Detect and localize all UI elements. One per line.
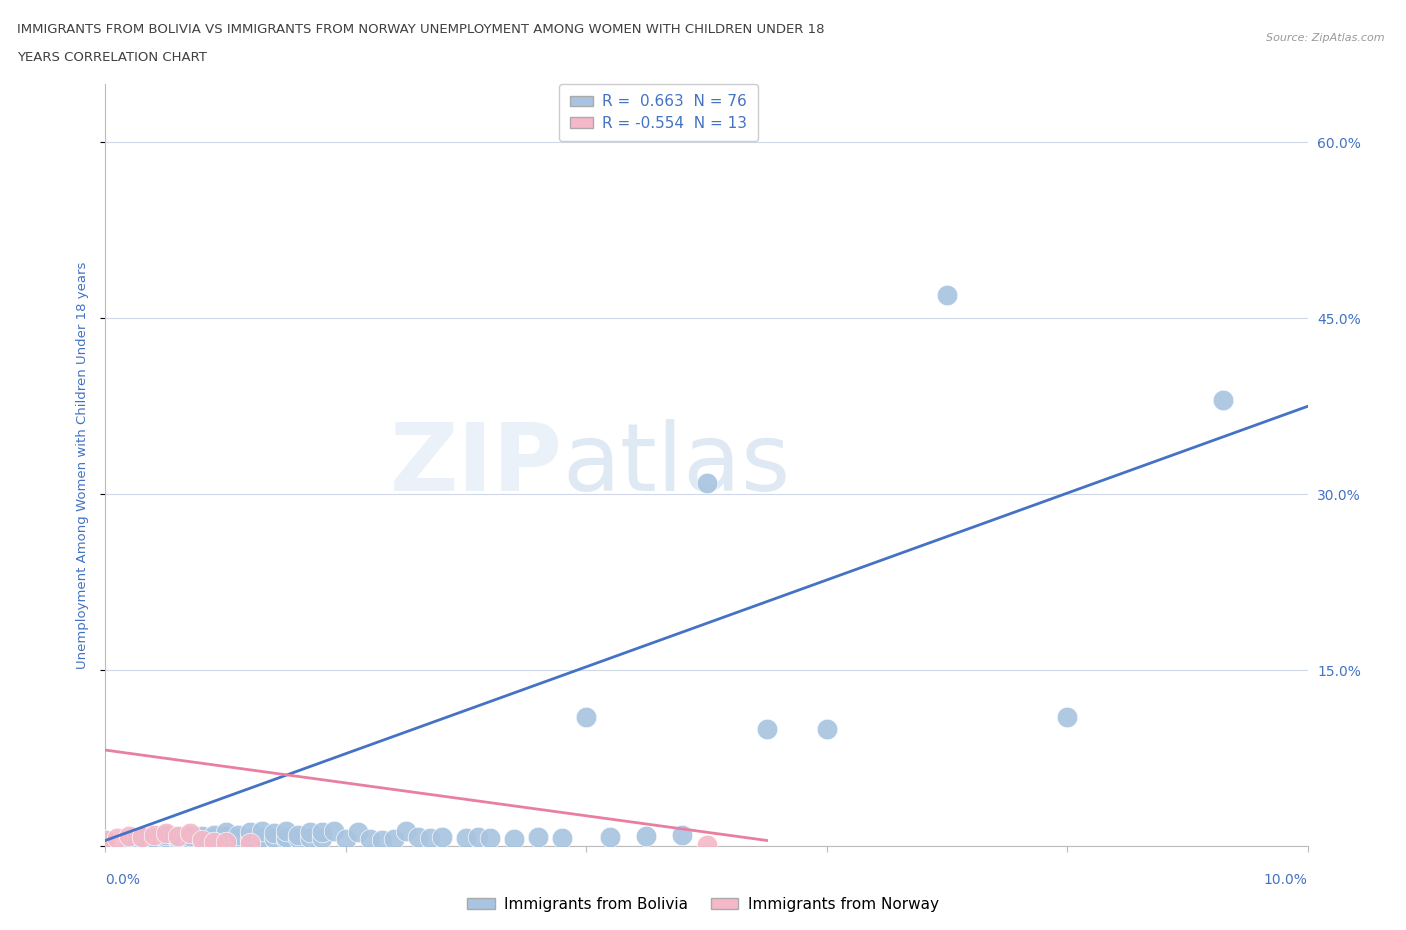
Point — [479, 830, 502, 845]
Point — [406, 830, 429, 844]
Point — [190, 831, 212, 846]
Legend: Immigrants from Bolivia, Immigrants from Norway: Immigrants from Bolivia, Immigrants from… — [461, 891, 945, 918]
Point — [274, 824, 297, 839]
Point — [467, 830, 489, 844]
Point — [179, 830, 201, 845]
Point — [263, 826, 285, 841]
Point — [454, 830, 477, 845]
Point — [155, 830, 177, 845]
Point — [239, 830, 262, 845]
Legend: R =  0.663  N = 76, R = -0.554  N = 13: R = 0.663 N = 76, R = -0.554 N = 13 — [560, 84, 758, 141]
Point — [202, 830, 225, 845]
Text: IMMIGRANTS FROM BOLIVIA VS IMMIGRANTS FROM NORWAY UNEMPLOYMENT AMONG WOMEN WITH : IMMIGRANTS FROM BOLIVIA VS IMMIGRANTS FR… — [17, 23, 824, 36]
Point — [214, 834, 236, 849]
Point — [179, 833, 201, 848]
Point — [214, 830, 236, 845]
Text: 10.0%: 10.0% — [1264, 873, 1308, 887]
Point — [671, 827, 693, 842]
Text: atlas: atlas — [562, 419, 790, 511]
Point — [263, 830, 285, 845]
Point — [250, 824, 273, 839]
Point — [347, 825, 370, 840]
Point — [142, 833, 165, 848]
Point — [131, 830, 153, 844]
Point — [696, 838, 718, 853]
Point — [274, 831, 297, 846]
Point — [298, 825, 321, 840]
Point — [239, 833, 262, 848]
Y-axis label: Unemployment Among Women with Children Under 18 years: Unemployment Among Women with Children U… — [76, 261, 90, 669]
Point — [214, 833, 236, 848]
Point — [311, 825, 333, 840]
Point — [274, 830, 297, 844]
Point — [382, 831, 405, 846]
Point — [575, 710, 598, 724]
Point — [696, 475, 718, 490]
Point — [322, 824, 344, 839]
Point — [155, 826, 177, 841]
Point — [239, 835, 262, 850]
Point — [636, 829, 658, 844]
Point — [298, 830, 321, 845]
Point — [166, 833, 188, 848]
Point — [202, 827, 225, 842]
Point — [190, 830, 212, 845]
Point — [214, 829, 236, 844]
Point — [166, 831, 188, 846]
Point — [166, 829, 188, 844]
Point — [179, 829, 201, 844]
Point — [118, 829, 141, 844]
Point — [395, 824, 418, 839]
Point — [371, 833, 394, 848]
Point — [599, 830, 621, 844]
Point — [250, 830, 273, 844]
Point — [239, 825, 262, 840]
Point — [179, 826, 201, 841]
Point — [419, 830, 441, 845]
Point — [527, 830, 550, 844]
Point — [214, 825, 236, 840]
Text: Source: ZipAtlas.com: Source: ZipAtlas.com — [1267, 33, 1385, 43]
Point — [226, 827, 249, 842]
Point — [226, 830, 249, 845]
Point — [1212, 393, 1234, 408]
Point — [311, 830, 333, 845]
Point — [936, 287, 959, 302]
Point — [214, 831, 236, 846]
Point — [335, 831, 357, 846]
Point — [155, 827, 177, 842]
Point — [94, 833, 117, 848]
Point — [131, 833, 153, 848]
Point — [118, 833, 141, 848]
Point — [202, 833, 225, 848]
Text: YEARS CORRELATION CHART: YEARS CORRELATION CHART — [17, 51, 207, 64]
Point — [1056, 710, 1078, 724]
Point — [202, 831, 225, 846]
Text: 0.0%: 0.0% — [105, 873, 141, 887]
Point — [287, 827, 309, 842]
Point — [287, 830, 309, 845]
Point — [202, 834, 225, 849]
Point — [190, 833, 212, 848]
Point — [250, 831, 273, 846]
Point — [503, 831, 526, 846]
Point — [131, 830, 153, 844]
Text: ZIP: ZIP — [389, 419, 562, 511]
Point — [155, 830, 177, 844]
Point — [226, 833, 249, 848]
Point — [166, 830, 188, 844]
Point — [155, 833, 177, 848]
Point — [179, 831, 201, 846]
Point — [190, 829, 212, 844]
Point — [551, 830, 574, 845]
Point — [430, 830, 453, 844]
Point — [190, 833, 212, 848]
Point — [107, 830, 129, 845]
Point — [142, 830, 165, 845]
Point — [815, 722, 838, 737]
Point — [359, 831, 381, 846]
Point — [142, 827, 165, 842]
Point — [94, 833, 117, 848]
Point — [755, 722, 778, 737]
